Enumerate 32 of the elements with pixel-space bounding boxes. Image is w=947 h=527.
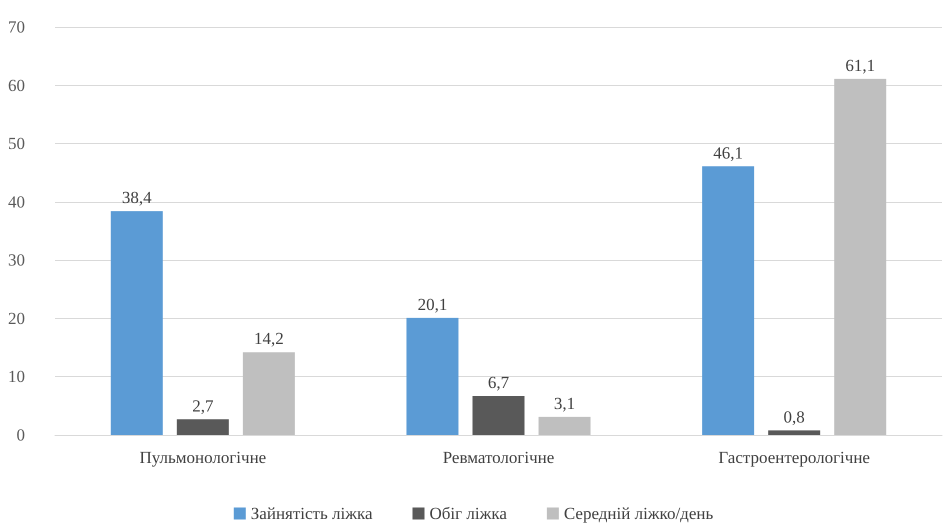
bar [242,352,295,435]
data-label: 38,4 [122,188,152,208]
bar [834,78,886,435]
data-label: 3,1 [554,394,576,413]
bar [538,416,591,435]
x-tick-label: Гастроентерологічне [718,448,870,467]
data-label: 46,1 [713,143,743,162]
y-tick-label: 0 [16,426,25,444]
legend-label: Обіг ліжка [429,504,508,523]
bar [472,396,524,435]
y-tick-label: 20 [8,308,25,328]
y-tick-label: 40 [8,192,25,212]
y-tick-label: 50 [8,134,25,154]
x-tick-label: Пульмонологічне [139,448,266,467]
bar [176,419,229,435]
y-tick-label: 10 [8,367,25,386]
bar [406,318,458,435]
legend-label: Зайнятість ліжка [250,504,373,523]
bar [768,430,820,435]
data-label: 0,8 [784,407,805,426]
bar [702,166,754,435]
data-label: 2,7 [192,396,214,416]
y-tick-label: 60 [8,76,25,95]
data-label: 61,1 [845,56,876,75]
data-label: 6,7 [488,372,510,392]
y-tick-label: 30 [8,250,25,270]
x-tick-label: Ревматологічне [442,448,554,467]
bar [110,211,163,435]
data-label: 20,1 [418,294,448,314]
y-tick-label: 70 [8,18,25,36]
data-label: 14,2 [254,329,284,348]
legend-label: Середній ліжко/день [564,504,714,523]
